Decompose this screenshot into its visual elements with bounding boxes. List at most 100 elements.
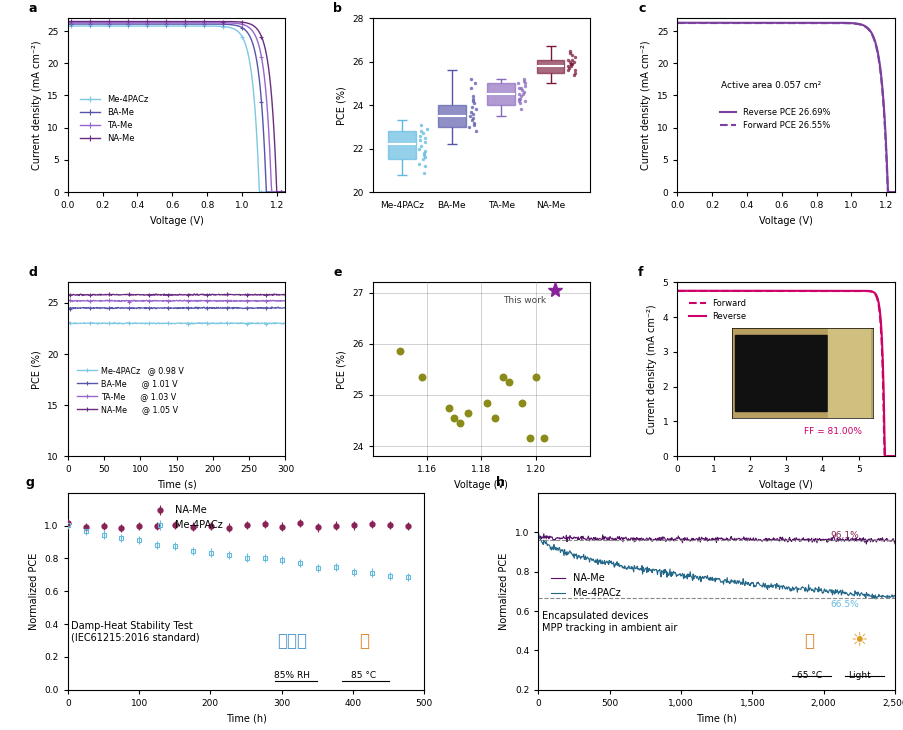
Me-4PACz — [624, 564, 635, 573]
Point — [413, 141, 427, 153]
Point — [412, 134, 426, 146]
Me-4PACz — [694, 572, 704, 581]
Forward PCE 26.55% — [808, 19, 819, 28]
X-axis label: Time (h): Time (h) — [226, 713, 266, 723]
Point — [563, 45, 577, 57]
Point — [462, 110, 477, 122]
X-axis label: Time (h): Time (h) — [695, 713, 736, 723]
Point — [392, 345, 406, 357]
Point — [560, 60, 574, 72]
Reverse PCE 26.69% — [758, 18, 768, 27]
Text: FF = 81.00%: FF = 81.00% — [803, 426, 861, 436]
Me-4PACz — [870, 595, 880, 604]
Reverse — [742, 286, 753, 295]
Point — [468, 126, 482, 137]
Reverse — [697, 286, 708, 295]
Point — [461, 121, 476, 133]
Point — [465, 95, 479, 107]
Point — [468, 104, 482, 115]
Point — [513, 82, 527, 93]
Point — [413, 130, 427, 142]
Reverse PCE 26.69% — [808, 18, 819, 27]
Forward PCE 26.55% — [671, 19, 682, 28]
Point — [417, 150, 432, 161]
Point — [523, 432, 537, 444]
Legend: NA-Me, Me-4PACz: NA-Me, Me-4PACz — [546, 569, 624, 602]
Legend: NA-Me, Me-4PACz: NA-Me, Me-4PACz — [149, 502, 227, 534]
Reverse — [879, 452, 889, 461]
Point — [510, 77, 525, 89]
NA-Me — [743, 535, 754, 544]
Y-axis label: Current density (mA cm⁻²): Current density (mA cm⁻²) — [32, 40, 42, 170]
Forward PCE 26.55% — [697, 19, 708, 28]
Point — [466, 119, 480, 131]
Text: ☀: ☀ — [850, 631, 867, 650]
Line: Me-4PACz: Me-4PACz — [538, 532, 894, 599]
X-axis label: Voltage (V): Voltage (V) — [759, 215, 812, 226]
Point — [563, 60, 578, 72]
Point — [560, 64, 574, 76]
NA-Me — [889, 539, 899, 548]
Point — [415, 153, 430, 165]
Point — [563, 58, 577, 70]
NA-Me — [533, 531, 544, 540]
Text: b: b — [333, 1, 342, 15]
Reverse PCE 26.69% — [882, 188, 893, 196]
Y-axis label: Normalized PCE: Normalized PCE — [499, 553, 509, 630]
NA-Me — [596, 535, 607, 544]
Point — [515, 396, 529, 408]
Text: Active area 0.057 cm²: Active area 0.057 cm² — [720, 81, 820, 90]
Point — [417, 160, 432, 172]
Reverse — [829, 286, 840, 295]
Line: Reverse PCE 26.69%: Reverse PCE 26.69% — [676, 23, 894, 192]
Point — [452, 417, 466, 429]
NA-Me — [801, 536, 812, 545]
Point — [511, 95, 526, 107]
Point — [419, 123, 433, 135]
Point — [566, 56, 581, 68]
Y-axis label: PCE (%): PCE (%) — [32, 350, 42, 388]
Point — [466, 97, 480, 109]
Text: Encapsulated devices
MPP tracking in ambient air: Encapsulated devices MPP tracking in amb… — [542, 611, 676, 633]
Reverse — [808, 286, 819, 295]
Text: e: e — [333, 266, 341, 279]
Point — [463, 73, 478, 85]
Point — [414, 371, 428, 383]
Text: h: h — [495, 476, 504, 489]
Text: 85 °C: 85 °C — [350, 671, 376, 680]
Point — [567, 64, 582, 76]
Point — [512, 93, 526, 104]
Point — [517, 73, 531, 85]
Point — [441, 402, 455, 413]
Point — [562, 62, 576, 74]
Me-4PACz — [889, 591, 899, 599]
Point — [564, 50, 579, 61]
Point — [511, 93, 526, 104]
Reverse PCE 26.69% — [828, 18, 839, 27]
Point — [517, 80, 531, 91]
Point — [463, 82, 478, 93]
Point — [417, 132, 432, 144]
Y-axis label: PCE (%): PCE (%) — [336, 350, 346, 388]
Point — [562, 56, 576, 68]
Point — [528, 371, 543, 383]
Text: Damp-Heat Stability Test
(IEC61215:2016 standard): Damp-Heat Stability Test (IEC61215:2016 … — [71, 620, 200, 642]
Legend: Forward, Reverse: Forward, Reverse — [685, 296, 749, 324]
Point — [511, 82, 526, 93]
Text: 🌡: 🌡 — [804, 632, 814, 650]
Forward — [829, 287, 840, 296]
Point — [517, 75, 531, 87]
X-axis label: Voltage (V): Voltage (V) — [150, 215, 203, 226]
Point — [417, 137, 432, 148]
Point — [466, 91, 480, 102]
Y-axis label: PCE (%): PCE (%) — [336, 86, 346, 125]
Point — [414, 126, 428, 137]
Forward PCE 26.55% — [829, 19, 840, 28]
Point — [563, 58, 577, 70]
Point — [517, 95, 531, 107]
Reverse PCE 26.69% — [742, 18, 753, 27]
Point — [563, 47, 577, 59]
Text: c: c — [638, 1, 645, 15]
Point — [446, 412, 461, 423]
Reverse PCE 26.69% — [697, 18, 708, 27]
